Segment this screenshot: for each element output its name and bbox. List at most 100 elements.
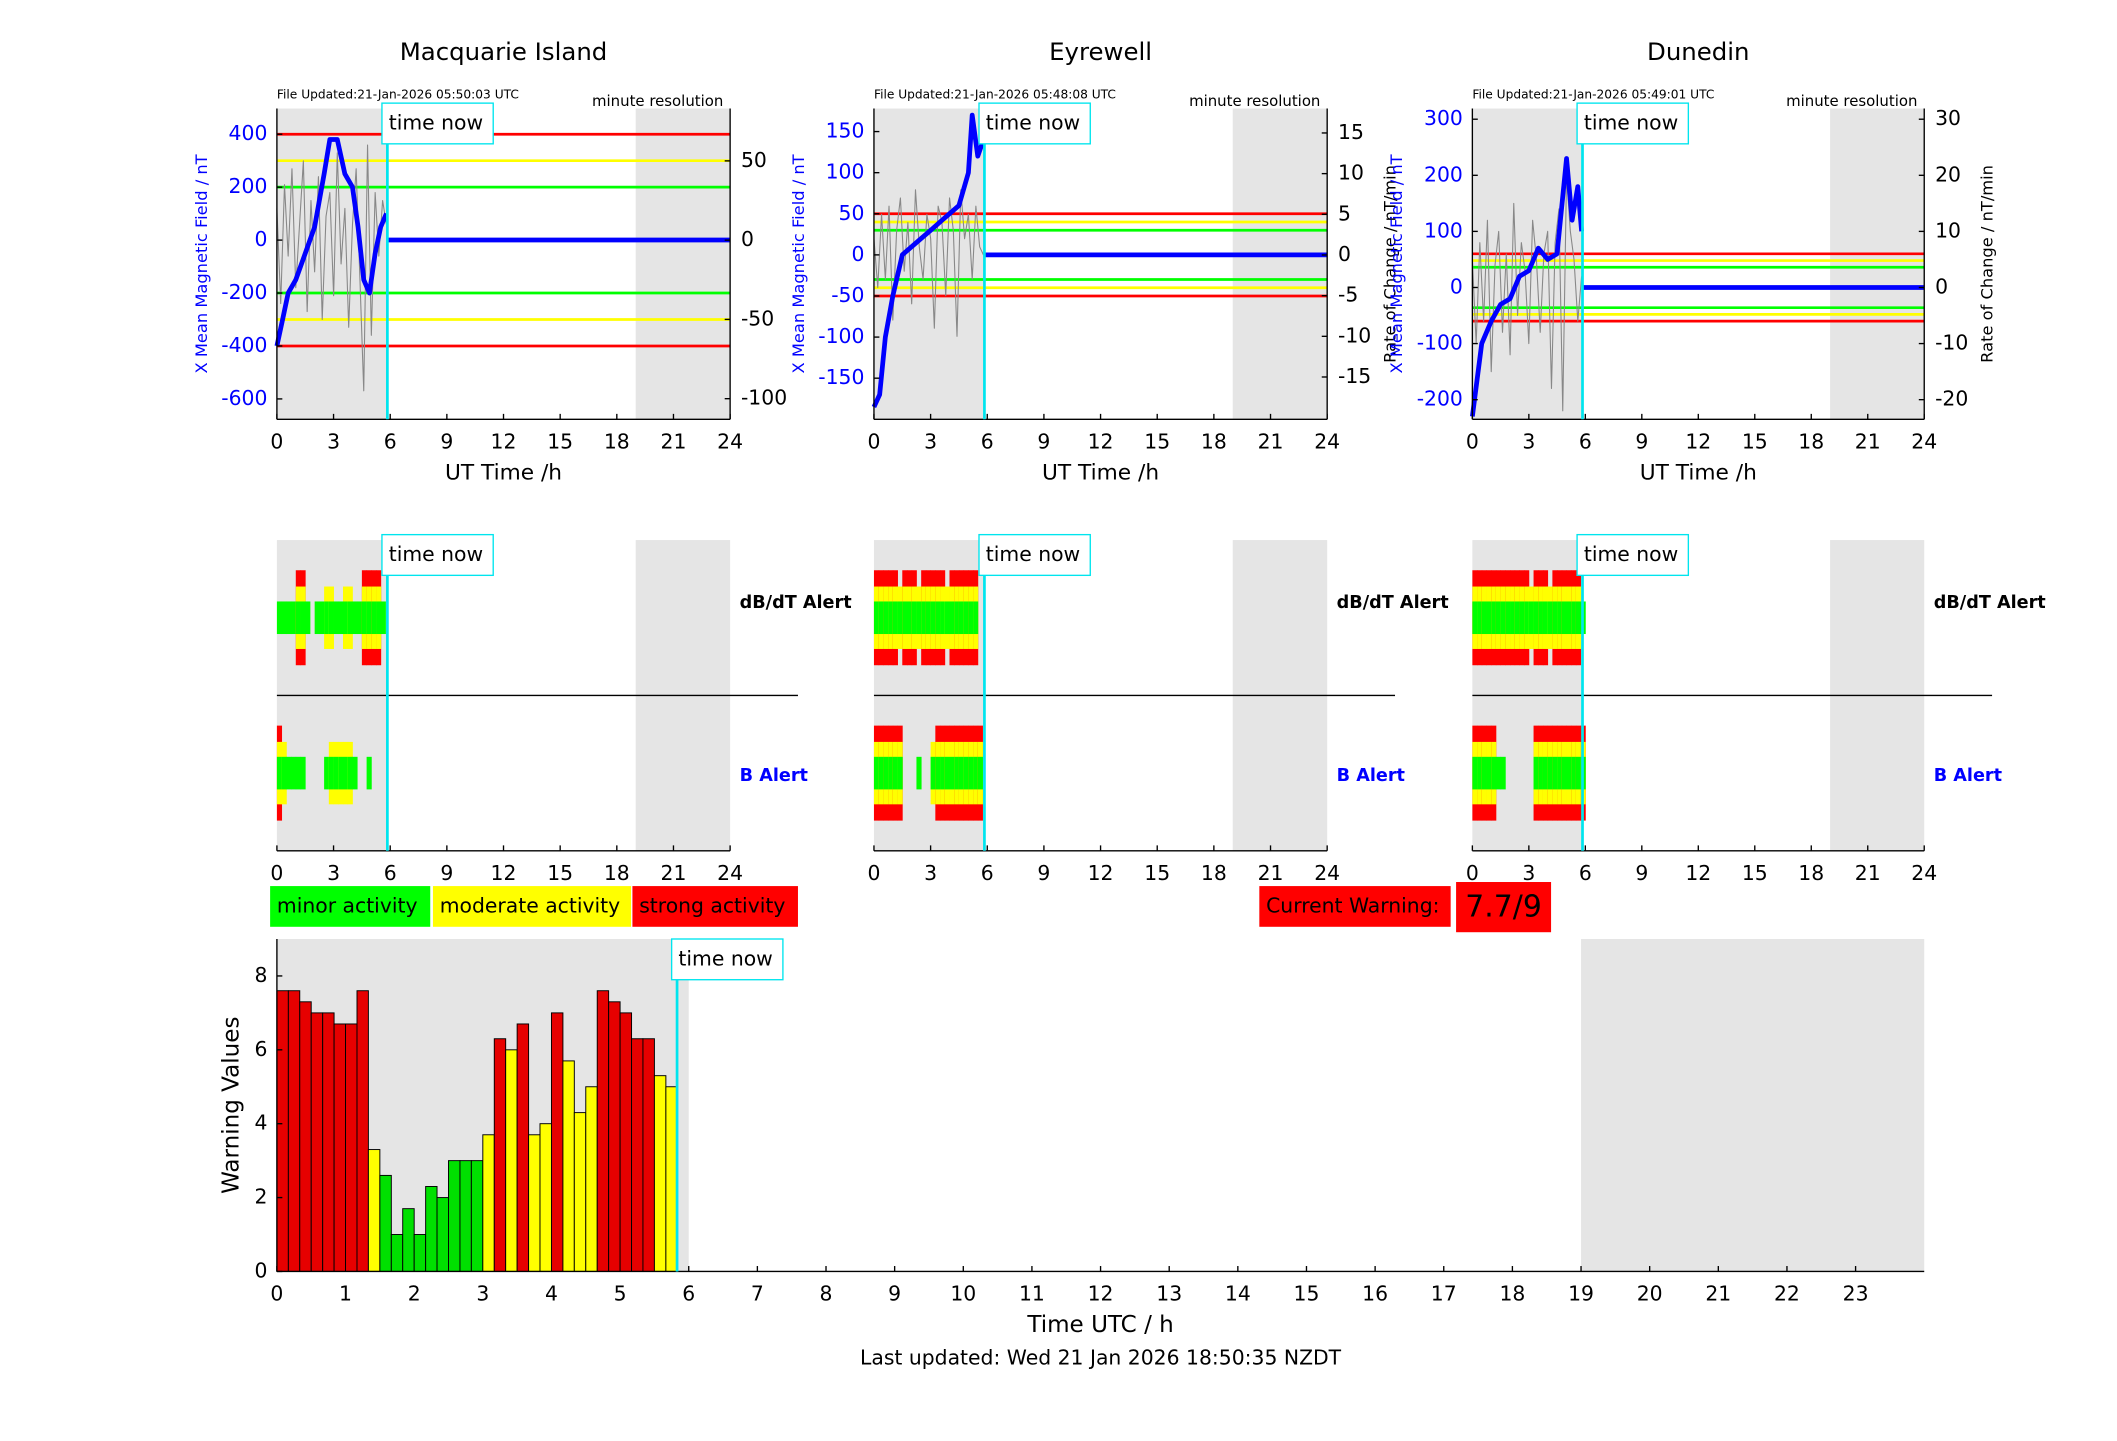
bar [631, 1038, 644, 1272]
alert-block [300, 756, 306, 790]
x-tick-label: 9 [440, 429, 453, 453]
now-label: time now [986, 542, 1080, 566]
bar [573, 1112, 587, 1272]
bar [539, 1123, 552, 1272]
x-tick-label: 9 [1037, 861, 1050, 885]
shaded-region [873, 108, 985, 420]
now-label-box [978, 102, 1091, 145]
y2-tick-label: -10 [1338, 323, 1371, 347]
x-tick-label: 5 [614, 1282, 627, 1306]
alert-row-label: dB/dT Alert [1337, 593, 1450, 613]
alert-block [295, 601, 301, 635]
bar [333, 1023, 347, 1272]
x-tick-label: 3 [476, 1282, 489, 1306]
x-tick-label: 18 [1798, 429, 1824, 453]
alert-block [1561, 601, 1567, 635]
now-label: time now [986, 110, 1080, 134]
x-tick-label: 6 [384, 429, 397, 453]
x-tick-label: 21 [1855, 861, 1881, 885]
y2-tick-label: 10 [1338, 161, 1364, 185]
alert-block [376, 601, 382, 635]
alert-block [328, 756, 334, 790]
alert-block [907, 601, 913, 635]
alert-block [930, 601, 936, 635]
bar [528, 1134, 541, 1272]
alert-block [935, 601, 941, 635]
alert-row-label: B Alert [1337, 766, 1406, 786]
y-tick-label: 0 [254, 1258, 267, 1282]
alert-block [338, 756, 344, 790]
resolution-note: minute resolution [592, 92, 723, 110]
alert-block [958, 756, 965, 790]
bar [310, 1012, 324, 1272]
alert-block [1510, 601, 1516, 635]
x-tick-label: 21 [1855, 429, 1881, 453]
y2-tick-label: 15 [1338, 120, 1364, 144]
alert-block [1542, 756, 1549, 790]
alert-block [883, 601, 889, 635]
bar [596, 990, 610, 1272]
bar [562, 1060, 575, 1272]
x-tick-label: 0 [270, 429, 283, 453]
bar [653, 1075, 667, 1272]
x-tick-label: 2 [408, 1282, 421, 1306]
x-tick-label: 11 [1019, 1282, 1045, 1306]
x-tick-label: 24 [1911, 861, 1937, 885]
alert-block [963, 756, 969, 790]
alert-block [1491, 756, 1497, 790]
warning-value-box [1456, 882, 1552, 933]
x-tick-label: 12 [1685, 861, 1711, 885]
alert-block [1495, 756, 1502, 790]
alert-block [1514, 601, 1520, 635]
x-tick-label: 19 [1568, 1282, 1594, 1306]
x-tick-label: 12 [1088, 429, 1114, 453]
y-tick-label: 200 [229, 174, 268, 198]
y-tick-label: 300 [1424, 106, 1463, 130]
alert-block [968, 756, 974, 790]
alert-block [888, 756, 894, 790]
alert-block [916, 756, 922, 790]
alert-block [342, 601, 349, 635]
y2-tick-label: 0 [1935, 274, 1948, 298]
bar [505, 1049, 518, 1272]
alert-block [291, 756, 297, 790]
alert-block [291, 601, 297, 635]
alert-block [352, 756, 358, 790]
now-label-box [670, 938, 784, 981]
footer: Last updated: Wed 21 Jan 2026 18:50:35 N… [860, 1345, 1342, 1369]
x-tick-label: 6 [1579, 861, 1592, 885]
y2-axis-label: Rate of Change / nT/min [1978, 165, 1997, 363]
x-tick-label: 1 [339, 1282, 352, 1306]
y-axis-label: X Mean Magnetic Field / nT [192, 154, 211, 373]
bar [608, 1001, 621, 1272]
series-line [871, 112, 1328, 408]
y-tick-label: 6 [254, 1037, 267, 1061]
alert-block [940, 601, 946, 635]
y-tick-label: 0 [1450, 274, 1463, 298]
x-tick-label: 17 [1431, 1282, 1457, 1306]
now-label: time now [389, 542, 483, 566]
alert-block [958, 601, 965, 635]
alert-block [276, 756, 283, 790]
y2-tick-label: 10 [1935, 218, 1961, 242]
alert-block [1477, 601, 1483, 635]
warning-label: Current Warning: [1266, 893, 1439, 917]
resolution-note: minute resolution [1189, 92, 1320, 110]
warning-value: 7.7/9 [1465, 889, 1542, 924]
y-tick-label: -200 [1417, 387, 1463, 411]
legend-swatch [270, 886, 431, 927]
bar [550, 1012, 564, 1272]
alert-block [1481, 601, 1487, 635]
shaded-region [1830, 108, 1925, 420]
chart-title: Eyrewell [1049, 37, 1152, 66]
x-tick-label: 9 [440, 861, 453, 885]
x-tick-label: 0 [1466, 861, 1479, 885]
x-tick-label: 6 [384, 861, 397, 885]
alert-block [286, 601, 292, 635]
x-tick-label: 24 [1314, 429, 1340, 453]
y-tick-label: -100 [818, 324, 864, 348]
alert-block [281, 756, 287, 790]
alert-block [973, 756, 979, 790]
alert-block [930, 756, 936, 790]
alert-row-label: B Alert [740, 766, 809, 786]
